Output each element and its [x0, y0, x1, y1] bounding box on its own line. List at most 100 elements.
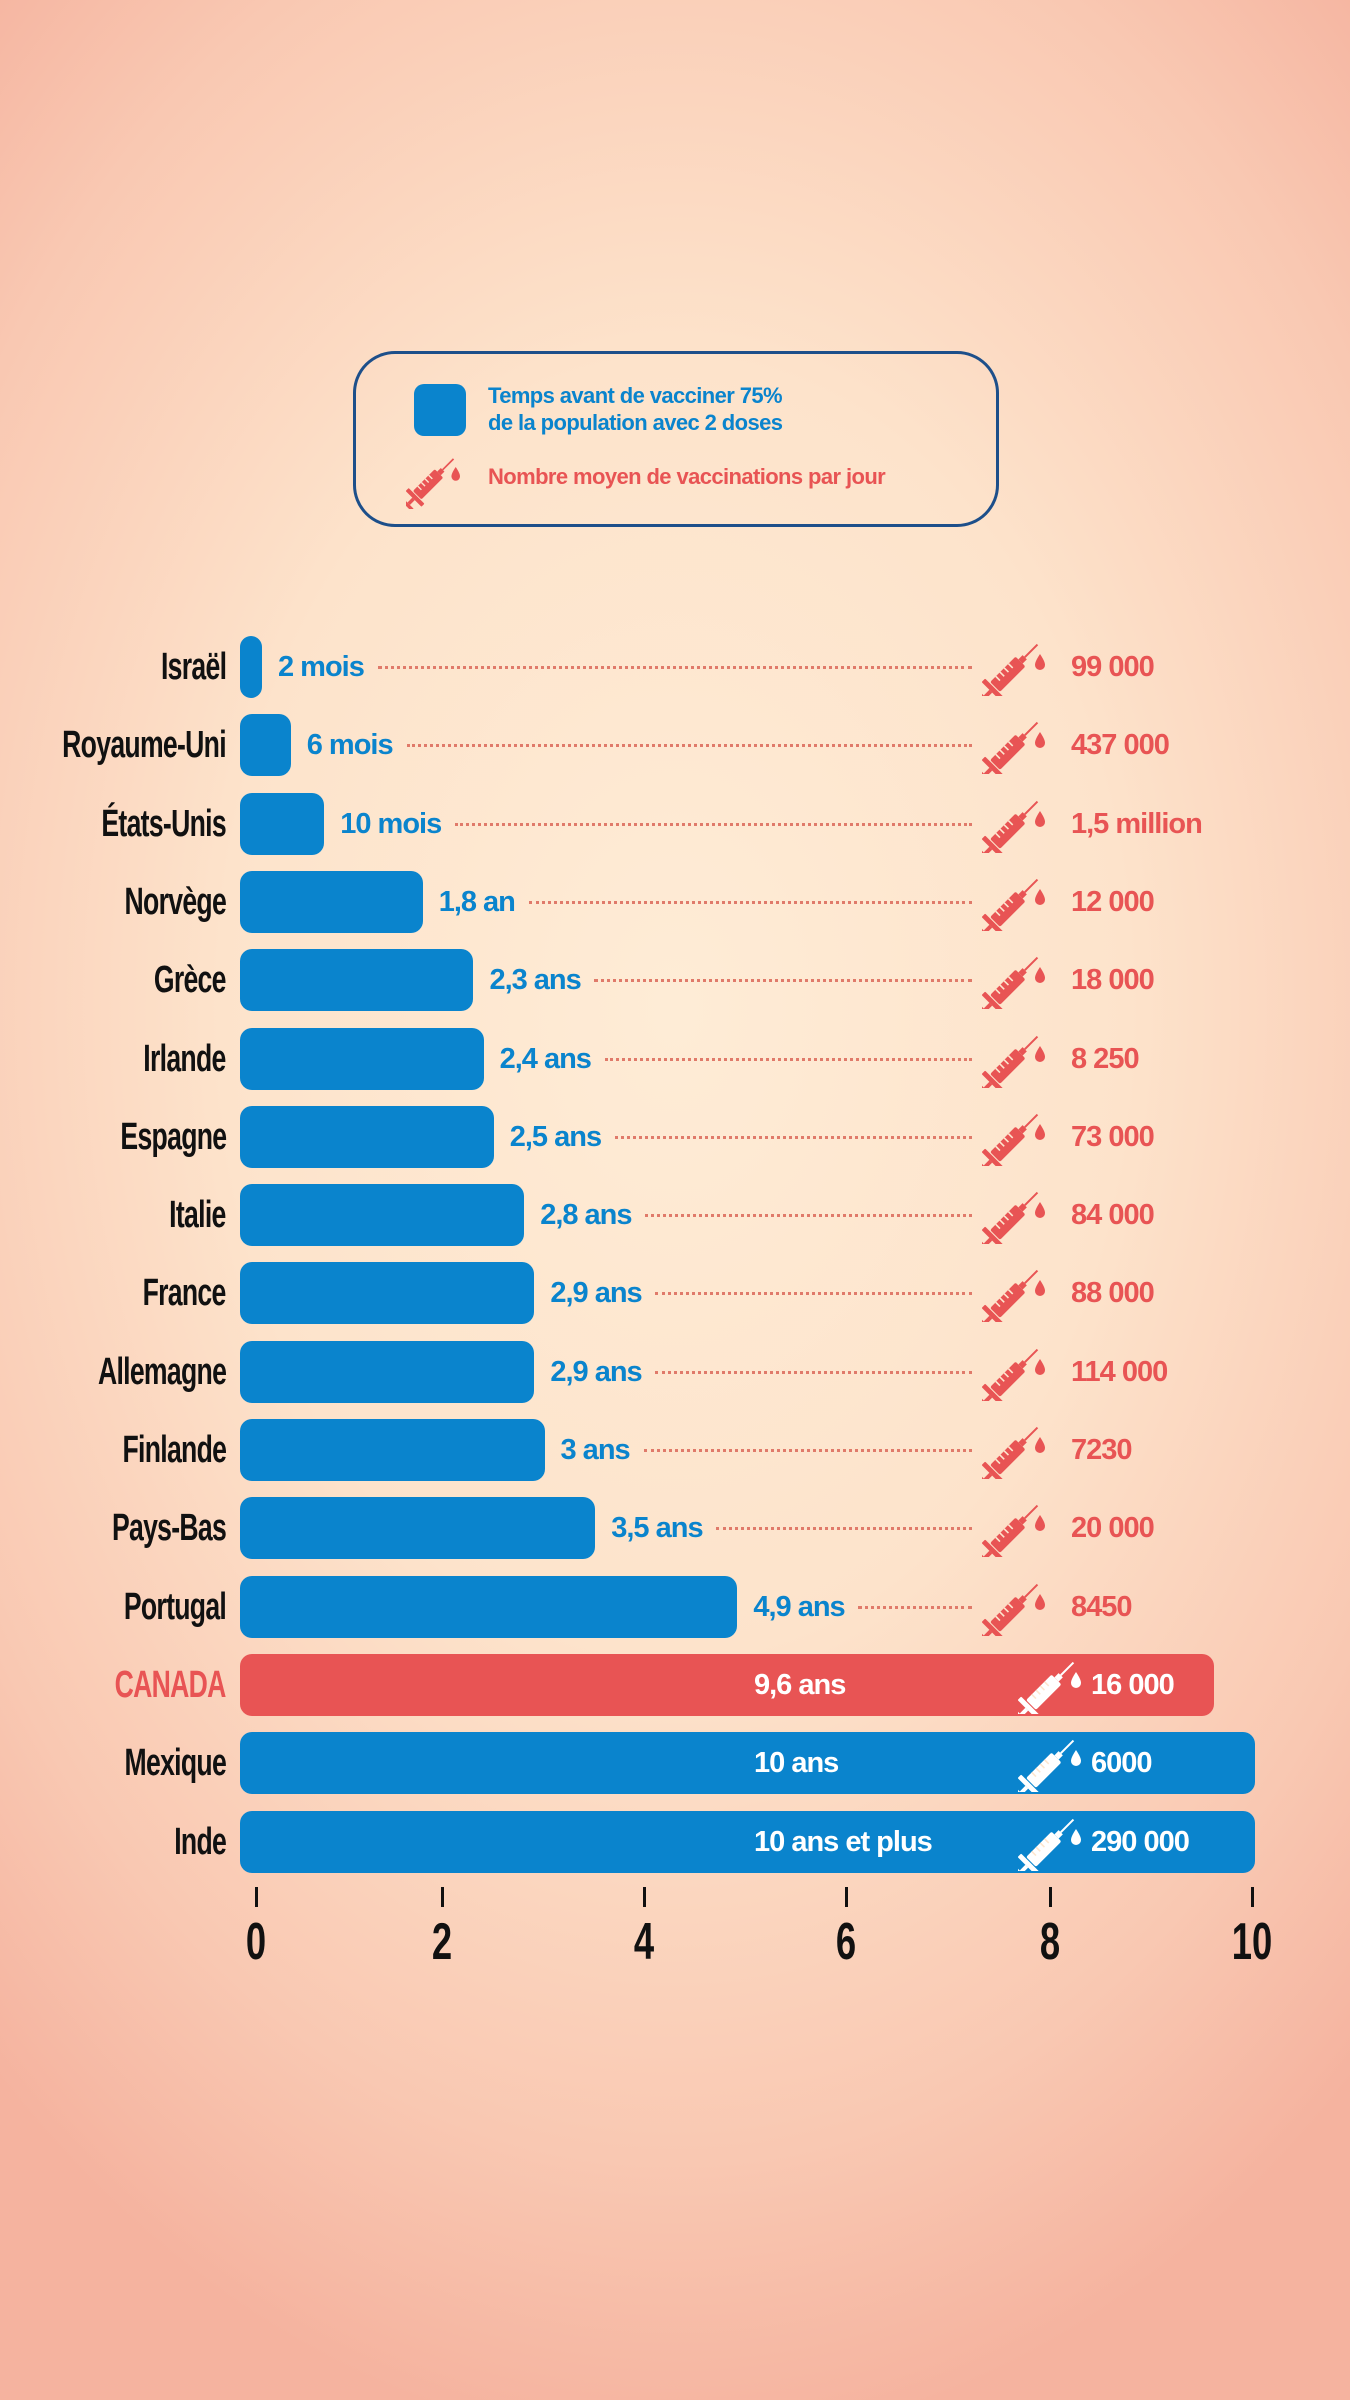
bar-row: Israël 2 mois 99 000 [0, 636, 1350, 698]
dotted-leader-line [716, 1527, 972, 1531]
bar-row: CANADA 9,6 ans 16 000 [0, 1653, 1350, 1716]
country-label: Grèce [154, 959, 227, 1002]
bar [240, 1575, 738, 1638]
country-label: Pays-Bas [111, 1507, 227, 1550]
dotted-leader-line [528, 900, 972, 904]
bar-row: Irlande 2,4 ans 8 250 [0, 1027, 1350, 1090]
bar-row: Portugal 4,9 ans 8450 [0, 1575, 1350, 1638]
bar [240, 1340, 535, 1403]
vaccinations-per-day: 99 000 [1071, 651, 1155, 683]
axis-tick-label: 6 [835, 1913, 857, 1971]
axis-tick-label: 0 [245, 1913, 267, 1971]
bar-value-label: 10 ans et plus [754, 1825, 933, 1858]
vaccinations-per-day: 73 000 [1071, 1120, 1155, 1153]
bar-value-label: 2,5 ans [509, 1120, 602, 1153]
syringe-icon [982, 1266, 1052, 1322]
syringe-icon [982, 1345, 1052, 1401]
bar-row: Norvège 1,8 an 12 000 [0, 870, 1350, 933]
country-label: Mexique [124, 1742, 226, 1785]
axis-tick-label: 8 [1039, 1913, 1061, 1971]
bar-value-label: 2,8 ans [540, 1199, 632, 1232]
bar-value-label: 10 ans [754, 1747, 839, 1780]
syringe-icon [982, 797, 1052, 853]
bar [240, 949, 474, 1012]
dotted-leader-line [614, 1135, 972, 1139]
bar-row: Espagne 2,5 ans 73 000 [0, 1105, 1350, 1168]
axis-tick-label: 10 [1231, 1913, 1273, 1971]
syringe-icon [982, 953, 1052, 1009]
vaccinations-per-day: 1,5 million [1071, 807, 1203, 840]
bar-row: Mexique 10 ans 6000 [0, 1732, 1350, 1795]
country-label: Norvège [124, 880, 226, 923]
bar-row: Royaume-Uni 6 mois 437 000 [0, 714, 1350, 777]
syringe-icon [982, 1032, 1052, 1088]
bar-row: Grèce 2,3 ans 18 000 [0, 949, 1350, 1012]
bar-row: Inde 10 ans et plus 290 000 [0, 1810, 1350, 1873]
bar-value-label: 10 mois [340, 807, 442, 840]
syringe-icon [982, 1110, 1052, 1166]
bar-value-label: 6 mois [306, 729, 394, 762]
vaccinations-per-day: 6000 [1091, 1747, 1153, 1780]
bar [240, 1262, 535, 1325]
axis-tick [1251, 1887, 1254, 1907]
syringe-icon [982, 640, 1052, 696]
syringe-icon [1018, 1815, 1088, 1871]
bar [240, 1027, 484, 1090]
vaccinations-per-day: 114 000 [1071, 1355, 1168, 1388]
bar [240, 714, 291, 777]
vaccinations-per-day: 16 000 [1091, 1668, 1175, 1701]
axis-tick [255, 1887, 258, 1907]
vaccinations-per-day: 84 000 [1071, 1199, 1155, 1232]
syringe-icon [982, 718, 1052, 774]
axis-tick [845, 1887, 848, 1907]
vaccinations-per-day: 8 250 [1071, 1042, 1140, 1075]
syringe-icon [982, 1501, 1052, 1557]
bar-value-label: 3 ans [560, 1434, 631, 1466]
dotted-leader-line [643, 1449, 972, 1452]
legend-bar-label: Temps avant de vacciner 75% de la popula… [488, 382, 783, 436]
bar [240, 1732, 1255, 1795]
country-label: Italie [169, 1194, 227, 1237]
legend-bar-label-line2: de la population avec 2 doses [488, 410, 783, 435]
vaccinations-per-day: 20 000 [1071, 1512, 1155, 1545]
dotted-leader-line [604, 1057, 972, 1061]
vaccinations-per-day: 18 000 [1071, 964, 1155, 997]
dotted-leader-line [378, 666, 972, 669]
bar [240, 1184, 525, 1247]
bar [240, 1105, 494, 1168]
axis-tick [643, 1887, 646, 1907]
bar [240, 636, 262, 698]
bar-row: France 2,9 ans 88 000 [0, 1262, 1350, 1325]
bar [240, 1497, 596, 1560]
syringe-icon [1018, 1658, 1088, 1714]
country-label: Allemagne [97, 1350, 227, 1393]
axis-tick [441, 1887, 444, 1907]
dotted-leader-line [655, 1292, 972, 1296]
vaccinations-per-day: 7230 [1071, 1434, 1133, 1466]
legend-bar-swatch [414, 384, 466, 436]
country-label: Portugal [123, 1585, 227, 1628]
syringe-icon [982, 875, 1052, 931]
legend: Temps avant de vacciner 75% de la popula… [353, 351, 999, 527]
syringe-icon [406, 449, 466, 509]
dotted-leader-line [858, 1605, 972, 1609]
syringe-icon [982, 1423, 1052, 1479]
syringe-icon [982, 1580, 1052, 1636]
syringe-icon [982, 1188, 1052, 1244]
bar-value-label: 2,3 ans [489, 964, 581, 997]
country-label: Israël [160, 646, 227, 688]
bar-row: États-Unis 10 mois 1,5 million [0, 792, 1350, 855]
bar-value-label: 1,8 an [438, 885, 516, 918]
bar [240, 1810, 1255, 1873]
axis-tick [1049, 1887, 1052, 1907]
bar-row: Finlande 3 ans 7230 [0, 1419, 1350, 1481]
bar-value-label: 2,9 ans [550, 1277, 642, 1310]
country-label: Inde [174, 1820, 227, 1863]
dotted-leader-line [406, 744, 972, 748]
bar-value-label: 2,4 ans [499, 1042, 592, 1075]
bar [240, 1419, 545, 1481]
country-label: CANADA [114, 1663, 227, 1706]
dotted-leader-line [594, 979, 972, 983]
bar [240, 792, 325, 855]
country-label: Finlande [122, 1429, 226, 1471]
